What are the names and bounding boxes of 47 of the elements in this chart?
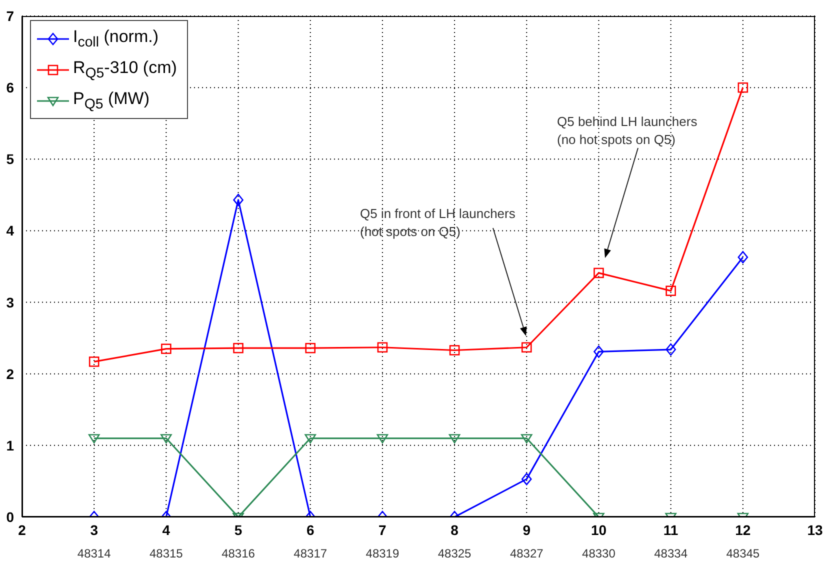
x-tick-label: 48327	[510, 546, 544, 561]
point	[161, 344, 172, 354]
x-tick-label: 48330	[582, 546, 616, 561]
y-tick-label: 0	[6, 508, 14, 525]
x2-tick-label: 12	[735, 522, 751, 538]
x2-tick-label: 2	[18, 522, 26, 538]
x-tick-label: 48319	[366, 546, 400, 561]
x-tick-label: 48316	[222, 546, 256, 561]
x2-tick-label: 7	[378, 522, 387, 538]
x2-tick-label: 9	[522, 522, 531, 538]
x2-tick-label: 5	[234, 522, 242, 538]
y-tick-label: 3	[6, 294, 14, 310]
legend-label: I$_{coll}$ (norm.)	[73, 26, 158, 50]
legend-label: R$_{Q5}$-310 (cm)	[73, 58, 177, 82]
x-tick-label: 48317	[294, 546, 328, 561]
point	[666, 343, 676, 356]
x2-tick-label: 8	[450, 522, 459, 538]
point	[377, 342, 388, 353]
x2-tick-label: 3	[90, 522, 98, 538]
legend-label: P$_{Q5}$ (MW)	[73, 88, 150, 112]
x2-tick-label: 11	[663, 522, 678, 538]
y-tick-label: 2	[6, 366, 14, 382]
annotation: Q5 in front of LH launchers (hot spots on Q5)	[360, 206, 516, 239]
point	[738, 251, 748, 264]
y-tick-label: 4	[6, 222, 14, 239]
x2-tick-label: 10	[590, 522, 607, 538]
y-tick-label: 6	[6, 80, 14, 96]
x-tick-label: 48334	[654, 546, 688, 561]
point	[88, 356, 100, 367]
y-tick-label: 5	[6, 151, 14, 168]
point	[233, 342, 244, 354]
x-tick-label: 48345	[726, 546, 760, 561]
y-tick-label: 1	[6, 437, 14, 454]
point	[449, 345, 460, 356]
x2-tick-label: 13	[807, 522, 823, 538]
y-tick-label: 7	[6, 8, 14, 24]
point	[594, 268, 604, 278]
point	[666, 286, 676, 296]
point	[521, 342, 532, 353]
point	[594, 346, 604, 358]
x2-tick-label: 4	[162, 522, 170, 538]
x-tick-label: 48315	[149, 546, 184, 561]
x-tick-label: 48325	[438, 546, 472, 561]
x-tick-label: 48314	[77, 546, 112, 561]
point	[305, 342, 316, 354]
x2-tick-label: 6	[306, 522, 314, 538]
annotation: Q5 behind LH launchers (no hot spots on Q5)	[557, 114, 698, 147]
